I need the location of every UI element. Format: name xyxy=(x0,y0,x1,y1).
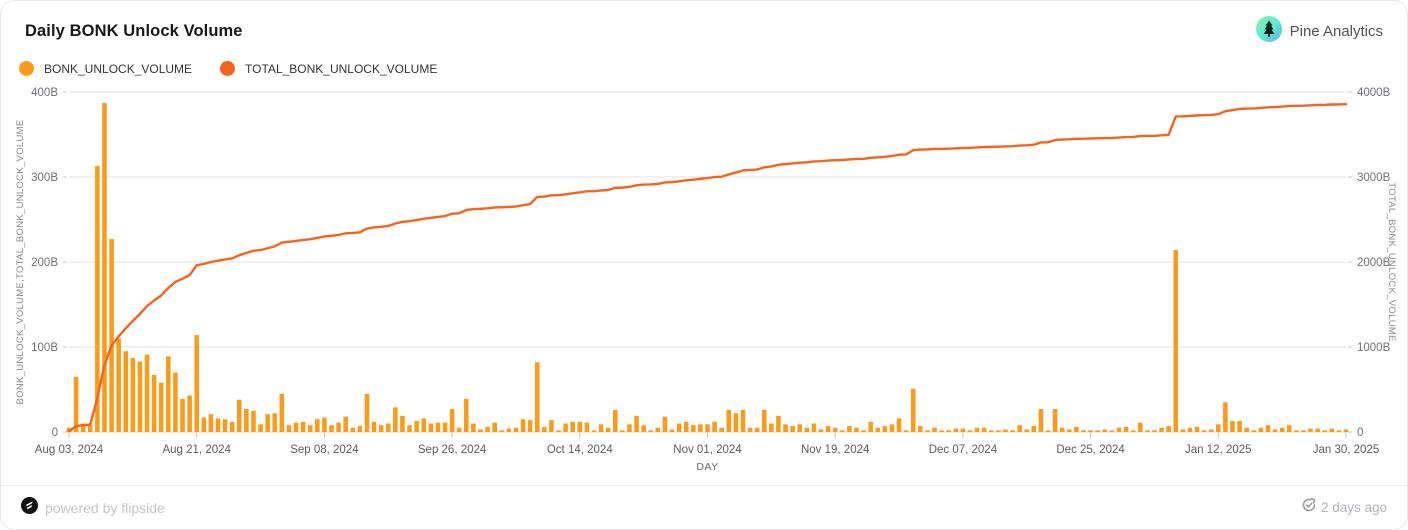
svg-text:Sep 26, 2024: Sep 26, 2024 xyxy=(418,444,487,456)
svg-text:BONK_UNLOCK_VOLUME,TOTAL_BONK_: BONK_UNLOCK_VOLUME,TOTAL_BONK_UNLOCK_VOL… xyxy=(15,120,26,405)
chart-svg[interactable]: 0 0 100B 1000B 200B 2000B 300B 3000B 400B 4000B BO… xyxy=(1,78,1408,473)
svg-text:Jan 30, 2025: Jan 30, 2025 xyxy=(1313,444,1380,456)
page-title: Daily BONK Unlock Volume xyxy=(25,22,243,40)
legend-dot-bar-series xyxy=(19,61,34,76)
chart-legend: BONK_UNLOCK_VOLUME TOTAL_BONK_UNLOCK_VOL… xyxy=(1,51,1407,78)
card-footer: powered by flipside 2 days ago xyxy=(1,485,1407,529)
legend-label: TOTAL_BONK_UNLOCK_VOLUME xyxy=(245,61,438,76)
refresh-check-icon[interactable] xyxy=(1301,497,1317,518)
svg-text:Dec 07, 2024: Dec 07, 2024 xyxy=(929,444,998,456)
legend-label: BONK_UNLOCK_VOLUME xyxy=(44,61,193,76)
svg-text:400B: 400B xyxy=(31,87,58,99)
svg-text:1000B: 1000B xyxy=(1357,342,1391,354)
svg-text:100B: 100B xyxy=(31,342,58,354)
chart-area[interactable]: 0 0 100B 1000B 200B 2000B 300B 3000B 400B 4000B BO… xyxy=(1,78,1408,473)
svg-text:0: 0 xyxy=(52,427,58,439)
svg-text:Oct 14, 2024: Oct 14, 2024 xyxy=(547,444,613,456)
svg-text:DAY: DAY xyxy=(696,461,718,470)
legend-item-total-bonk-unlock-volume[interactable]: TOTAL_BONK_UNLOCK_VOLUME xyxy=(220,61,437,76)
svg-text:Dec 25, 2024: Dec 25, 2024 xyxy=(1056,444,1125,456)
svg-text:Nov 19, 2024: Nov 19, 2024 xyxy=(801,444,870,456)
brand-name: Pine Analytics xyxy=(1289,23,1383,40)
svg-text:Nov 01, 2024: Nov 01, 2024 xyxy=(673,444,742,456)
svg-text:Jan 12, 2025: Jan 12, 2025 xyxy=(1185,444,1252,456)
powered-by-flipside-link[interactable]: powered by flipside xyxy=(21,496,165,519)
last-updated-text: 2 days ago xyxy=(1320,500,1387,515)
legend-item-bonk-unlock-volume[interactable]: BONK_UNLOCK_VOLUME xyxy=(19,61,192,76)
pine-analytics-logo-icon xyxy=(1255,16,1282,47)
card-header: Daily BONK Unlock Volume Pine Analytics xyxy=(1,1,1407,51)
flipside-logo-icon xyxy=(21,496,38,519)
last-updated: 2 days ago xyxy=(1301,497,1387,518)
svg-text:300B: 300B xyxy=(31,172,58,184)
svg-text:TOTAL_BONK_UNLOCK_VOLUME: TOTAL_BONK_UNLOCK_VOLUME xyxy=(1386,182,1397,341)
svg-text:2000B: 2000B xyxy=(1357,257,1391,269)
brand[interactable]: Pine Analytics xyxy=(1255,16,1383,47)
svg-text:Sep 08, 2024: Sep 08, 2024 xyxy=(290,444,359,456)
svg-text:3000B: 3000B xyxy=(1357,172,1391,184)
svg-text:200B: 200B xyxy=(31,257,58,269)
svg-text:Aug 21, 2024: Aug 21, 2024 xyxy=(162,444,231,456)
svg-text:4000B: 4000B xyxy=(1357,87,1391,99)
svg-text:Aug 03, 2024: Aug 03, 2024 xyxy=(35,444,104,456)
powered-by-label: powered by flipside xyxy=(45,499,165,516)
svg-text:0: 0 xyxy=(1357,427,1363,439)
legend-dot-line-series xyxy=(220,61,236,76)
